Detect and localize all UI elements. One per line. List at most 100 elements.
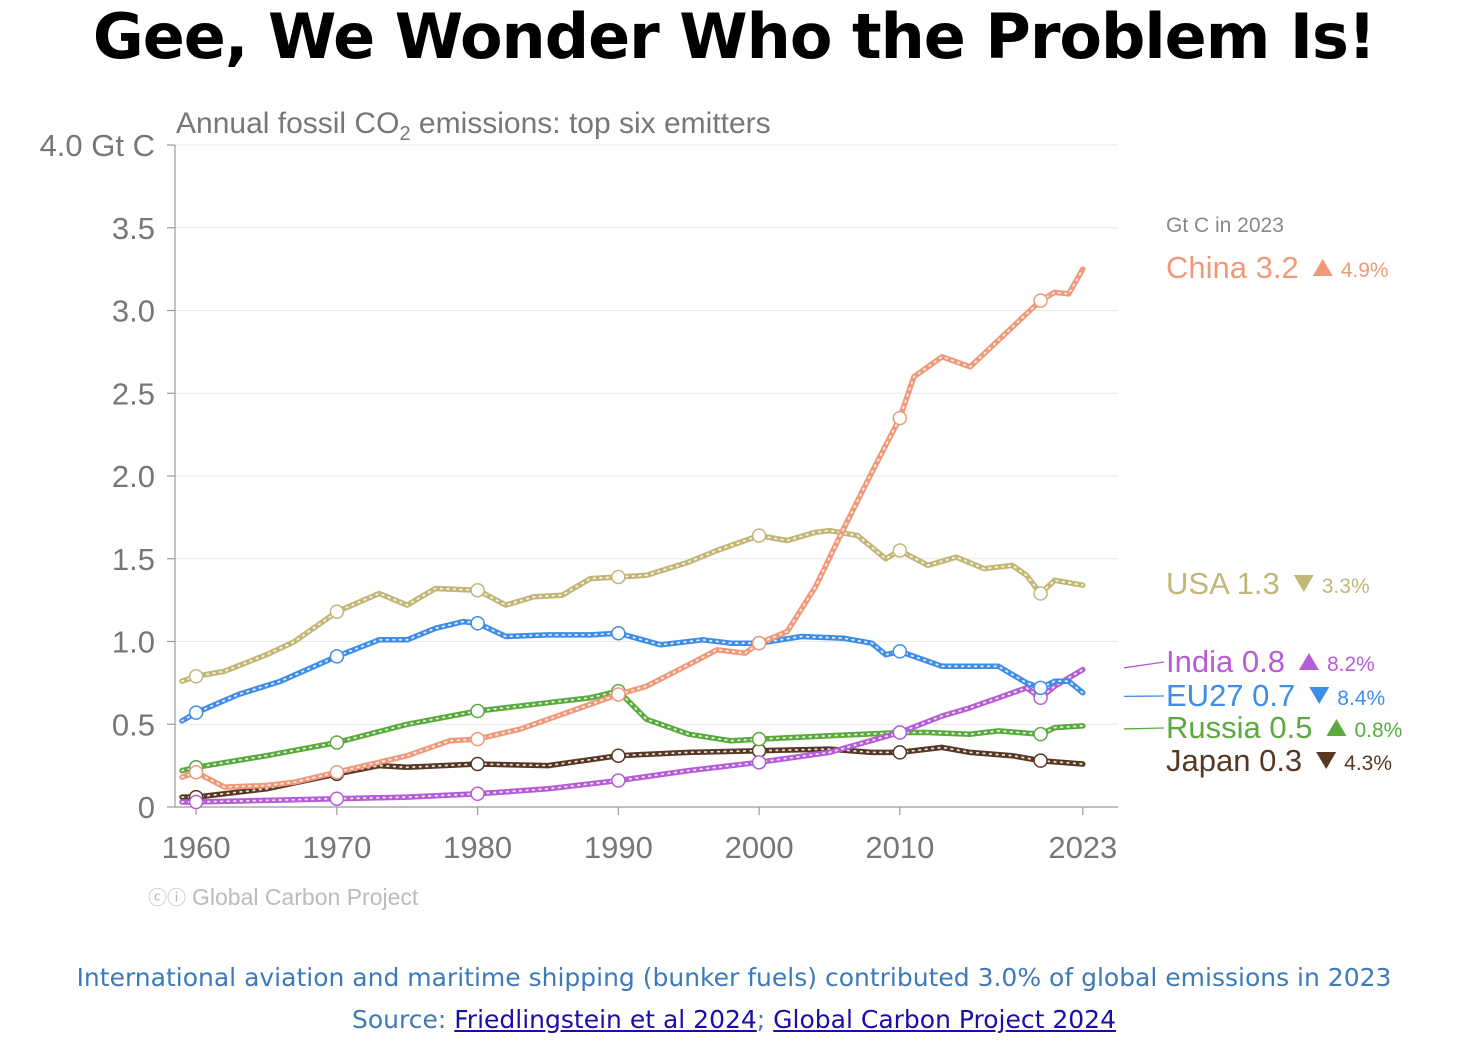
series-line-china <box>179 266 1086 790</box>
marker-china-1960 <box>188 764 204 780</box>
marker-eu27-1990 <box>611 625 626 641</box>
series-russia <box>179 683 1086 775</box>
x-tick-label: 2000 <box>725 830 794 865</box>
credit-label: Global Carbon Project <box>192 884 419 910</box>
triangle-down-icon <box>1293 575 1314 592</box>
series-line-japan <box>179 744 1086 800</box>
x-tick-label: 1970 <box>302 830 371 865</box>
marker-japan-2010 <box>892 745 908 760</box>
marker-eu27-1980 <box>470 616 485 631</box>
marker-india-1960 <box>188 794 204 810</box>
marker-eu27-2010 <box>892 644 908 659</box>
legend-header: Gt C in 2023 <box>1166 214 1284 237</box>
legend-change-eu27: 8.4% <box>1337 687 1385 710</box>
y-tick-label: 0.5 <box>112 707 155 742</box>
marker-usa-1990 <box>611 569 626 585</box>
legend: Gt C in 2023 China 3.2 4.9% USA 1.3 3.3% Ind… <box>1123 214 1402 778</box>
y-tick-label: 4.0 Gt C <box>40 128 155 163</box>
marker-india-2010 <box>892 725 908 740</box>
legend-label-eu27: EU27 0.7 <box>1166 678 1295 713</box>
legend-connector-india <box>1123 661 1165 669</box>
y-tick-label: 2.0 <box>112 459 155 494</box>
x-tick-label: 1960 <box>162 830 231 865</box>
y-tick-label: 1.5 <box>112 542 155 577</box>
y-tick-label: 1.0 <box>112 625 155 660</box>
marker-russia-2000 <box>751 731 767 747</box>
x-tick-label: 1990 <box>584 830 653 865</box>
legend-label-russia: Russia 0.5 <box>1166 710 1312 745</box>
emissions-line-chart: Annual fossil CO2 emissions: top six emi… <box>40 107 1403 910</box>
gridlines <box>175 144 1118 725</box>
legend-label-china: China 3.2 <box>1166 250 1299 285</box>
marker-japan-1990 <box>611 748 626 763</box>
legend-change-russia: 0.8% <box>1354 719 1402 742</box>
series-china <box>179 266 1086 790</box>
y-tick-label: 3.0 <box>112 294 155 329</box>
x-tick-labels: 1960 1970 1980 1990 2000 2010 2023 <box>162 807 1117 865</box>
series-line-usa <box>179 527 1086 684</box>
y-tick-label: 3.5 <box>112 211 155 246</box>
series-line-dots-eu27 <box>181 620 1084 722</box>
marker-japan-2020 <box>1033 753 1048 768</box>
marker-india-1990 <box>611 773 626 788</box>
marker-eu27-2020 <box>1033 680 1048 696</box>
marker-india-1980 <box>470 786 485 802</box>
triangle-up-icon <box>1312 259 1333 276</box>
marker-india-2000 <box>751 755 767 770</box>
credit: ⓒⓘ Global Carbon Project <box>148 884 419 910</box>
y-tick-label: 2.5 <box>112 376 155 411</box>
marker-eu27-1970 <box>329 649 345 664</box>
footer-source: Source: Friedlingstein et al 2024; Globa… <box>0 1005 1468 1034</box>
series-line-russia <box>179 688 1086 774</box>
legend-entry-japan: Japan 0.3 4.3% <box>1166 743 1392 778</box>
marker-usa-1960 <box>188 669 204 684</box>
legend-label-japan: Japan 0.3 <box>1166 743 1302 778</box>
series-lines <box>179 266 1086 810</box>
marker-usa-1980 <box>470 582 485 598</box>
marker-china-2000 <box>751 635 767 651</box>
series-japan <box>179 743 1086 805</box>
page-title: Gee, We Wonder Who the Problem Is! <box>92 0 1376 73</box>
marker-eu27-1960 <box>188 705 204 720</box>
marker-india-1970 <box>329 791 345 806</box>
marker-usa-1970 <box>329 604 345 619</box>
series-india <box>179 666 1086 810</box>
cc-icon: ⓒⓘ <box>148 887 186 909</box>
legend-change-china: 4.9% <box>1341 259 1389 282</box>
x-tick-label: 1980 <box>443 830 512 865</box>
legend-label-india: India 0.8 <box>1166 644 1285 679</box>
series-eu27 <box>179 616 1086 724</box>
marker-russia-1970 <box>329 735 345 750</box>
legend-change-india: 8.2% <box>1327 653 1375 676</box>
legend-entry-usa: USA 1.3 3.3% <box>1166 566 1370 601</box>
marker-china-1970 <box>329 764 345 780</box>
legend-entry-china: China 3.2 4.9% <box>1166 250 1389 285</box>
series-line-dots-russia <box>181 690 1084 772</box>
legend-entry-india: India 0.8 8.2% <box>1123 644 1375 679</box>
marker-usa-2010 <box>892 543 908 558</box>
source-prefix: Source: <box>352 1005 455 1034</box>
legend-connector-russia <box>1123 727 1165 730</box>
marker-china-1980 <box>470 731 485 747</box>
footer-note: International aviation and maritime ship… <box>76 963 1392 992</box>
y-tick-label: 0 <box>138 790 155 825</box>
y-tick-labels: 4.0 Gt C 3.5 3.0 2.5 2.0 1.5 1.0 0.5 0 <box>40 128 175 825</box>
source-link-friedlingstein[interactable]: Friedlingstein et al 2024 <box>454 1005 757 1034</box>
legend-change-usa: 3.3% <box>1322 575 1370 598</box>
triangle-down-icon <box>1309 687 1330 704</box>
legend-entry-eu27: EU27 0.7 8.4% <box>1123 678 1385 713</box>
legend-change-japan: 4.3% <box>1344 752 1392 775</box>
chart-title: Annual fossil CO2 emissions: top six emi… <box>176 107 771 145</box>
marker-china-2020 <box>1033 293 1048 308</box>
x-tick-label: 2023 <box>1048 830 1117 865</box>
triangle-down-icon <box>1316 752 1337 769</box>
legend-entry-russia: Russia 0.5 0.8% <box>1123 710 1402 745</box>
legend-label-usa: USA 1.3 <box>1166 566 1280 601</box>
triangle-up-icon <box>1326 719 1347 736</box>
marker-china-2010 <box>892 410 908 426</box>
triangle-up-icon <box>1298 653 1319 670</box>
source-link-gcp[interactable]: Global Carbon Project 2024 <box>773 1005 1116 1034</box>
series-line-dots-usa <box>181 529 1084 683</box>
marker-usa-2020 <box>1033 586 1048 601</box>
marker-russia-2020 <box>1033 726 1048 742</box>
